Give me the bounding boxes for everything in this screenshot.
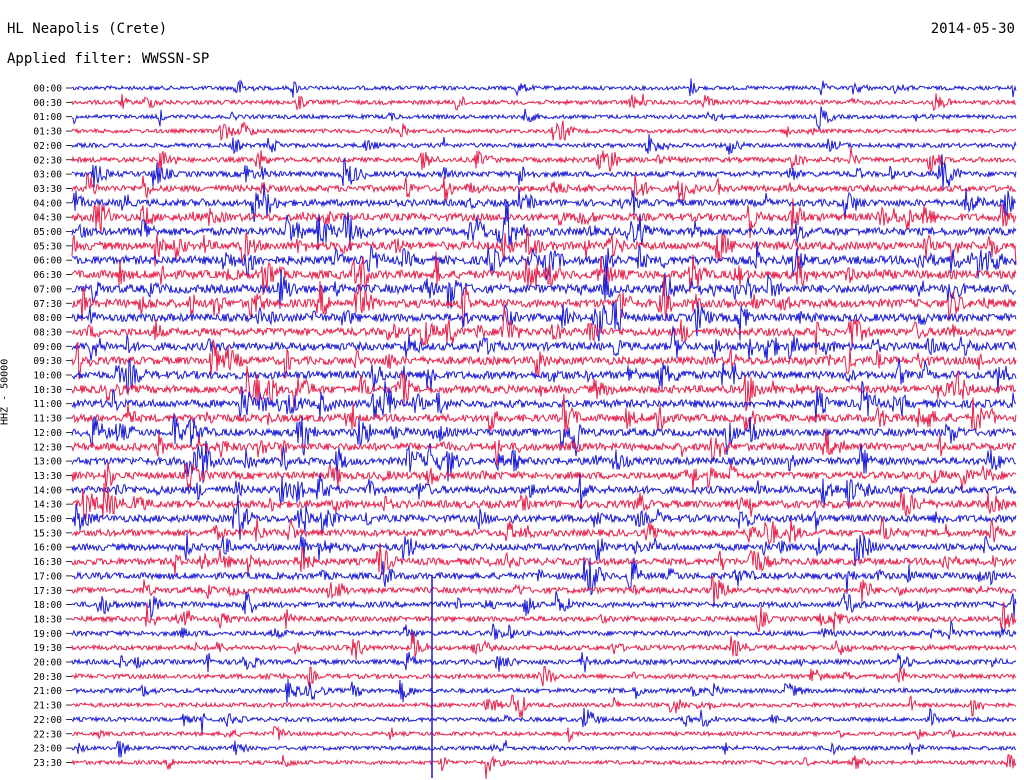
row-time-label: 19:30 [33, 643, 62, 654]
trace-line [71, 269, 1017, 309]
row-time-label: 07:00 [33, 284, 62, 295]
trace-line [71, 325, 1017, 363]
row-time-label: 08:00 [33, 313, 62, 324]
trace-line [71, 556, 1017, 596]
trace-line [71, 301, 1017, 342]
row-time-label: 05:00 [33, 227, 62, 238]
row-time-label: 22:00 [33, 715, 62, 726]
trace-line [71, 543, 1017, 576]
record-date: 2014-05-30 [930, 21, 1015, 37]
trace-line [71, 590, 1017, 620]
row-time-label: 23:30 [33, 758, 62, 769]
trace-line [71, 365, 1017, 412]
trace-line [71, 482, 1017, 521]
row-time-label: 11:00 [33, 399, 62, 410]
row-time-label: 14:00 [33, 485, 62, 496]
row-time-label: 06:00 [33, 256, 62, 267]
trace-line [71, 78, 1017, 98]
trace-line [71, 357, 1017, 394]
trace-line [71, 147, 1017, 173]
row-time-label: 04:00 [33, 198, 62, 209]
trace-line [71, 576, 1017, 607]
trace-line [71, 274, 1017, 327]
trace-line [71, 93, 1017, 112]
row-time-label: 03:30 [33, 184, 62, 195]
trace-line [71, 666, 1017, 687]
row-time-label: 02:30 [33, 155, 62, 166]
row-time-label: 05:30 [33, 241, 62, 252]
filter-label: Applied filter: WWSSN-SP [7, 51, 210, 67]
row-time-label: 00:30 [33, 98, 62, 109]
trace-line [71, 251, 1017, 296]
row-time-label: 07:30 [33, 299, 62, 310]
trace-line [71, 516, 1017, 545]
trace-line [71, 241, 1017, 283]
trace-line [71, 198, 1017, 239]
row-time-label: 01:00 [33, 112, 62, 123]
trace-line [72, 694, 1017, 718]
row-time-label: 13:30 [33, 471, 62, 482]
trace-line [71, 339, 1017, 380]
trace-line [71, 754, 1017, 779]
trace-line [71, 620, 1017, 640]
row-time-label: 10:30 [33, 385, 62, 396]
row-time-label: 09:30 [33, 356, 62, 367]
row-time-label: 17:30 [33, 586, 62, 597]
trace-line [71, 602, 1017, 633]
station-title: HL Neapolis (Crete) [7, 21, 168, 37]
trace-line [71, 494, 1017, 540]
row-time-label: 21:00 [33, 686, 62, 697]
trace-line [71, 120, 1017, 142]
row-time-label: 19:00 [33, 629, 62, 640]
row-time-label: 13:00 [33, 457, 62, 468]
trace-line [71, 651, 1017, 673]
trace-line [71, 440, 1016, 484]
trace-line [71, 707, 1017, 734]
trace-line [71, 381, 1017, 423]
trace-line [71, 106, 1017, 131]
row-time-label: 17:00 [33, 571, 62, 582]
trace-line [71, 428, 1017, 466]
row-time-label: 14:30 [33, 500, 62, 511]
row-time-label: 20:30 [33, 672, 62, 683]
row-time-label: 06:30 [33, 270, 62, 281]
row-time-label: 15:00 [33, 514, 62, 525]
trace-line [71, 740, 1017, 758]
row-time-label: 02:00 [33, 141, 62, 152]
trace-line [71, 725, 1017, 743]
row-time-label: 03:00 [33, 170, 62, 181]
row-time-label: 10:00 [33, 371, 62, 382]
trace-line [71, 473, 1017, 509]
row-time-label: 11:30 [33, 414, 62, 425]
trace-line [71, 307, 1017, 355]
row-time-label: 08:30 [33, 327, 62, 338]
row-time-label: 16:00 [33, 543, 62, 554]
trace-line [71, 134, 1017, 155]
row-time-label: 09:00 [33, 342, 62, 353]
row-time-label: 12:00 [33, 428, 62, 439]
row-time-label: 18:00 [33, 600, 62, 611]
row-time-label: 18:30 [33, 614, 62, 625]
row-time-label: 01:30 [33, 127, 62, 138]
trace-line [71, 199, 1017, 251]
row-time-label: 12:30 [33, 442, 62, 453]
row-time-label: 21:30 [33, 701, 62, 712]
trace-line [71, 413, 1017, 457]
trace-line [71, 631, 1017, 661]
trace-line [71, 154, 1017, 191]
trace-line [71, 172, 1017, 204]
row-time-label: 16:30 [33, 557, 62, 568]
row-time-label: 22:30 [33, 729, 62, 740]
row-time-label: 20:00 [33, 658, 62, 669]
row-time-label: 04:30 [33, 213, 62, 224]
trace-line [71, 184, 1017, 222]
trace-line [71, 227, 1017, 267]
trace-line [71, 678, 1017, 704]
trace-line [71, 393, 1017, 434]
row-time-label: 15:30 [33, 528, 62, 539]
row-time-label: 00:00 [33, 84, 62, 95]
trace-line [71, 461, 1017, 493]
row-time-label: 23:00 [33, 744, 62, 755]
